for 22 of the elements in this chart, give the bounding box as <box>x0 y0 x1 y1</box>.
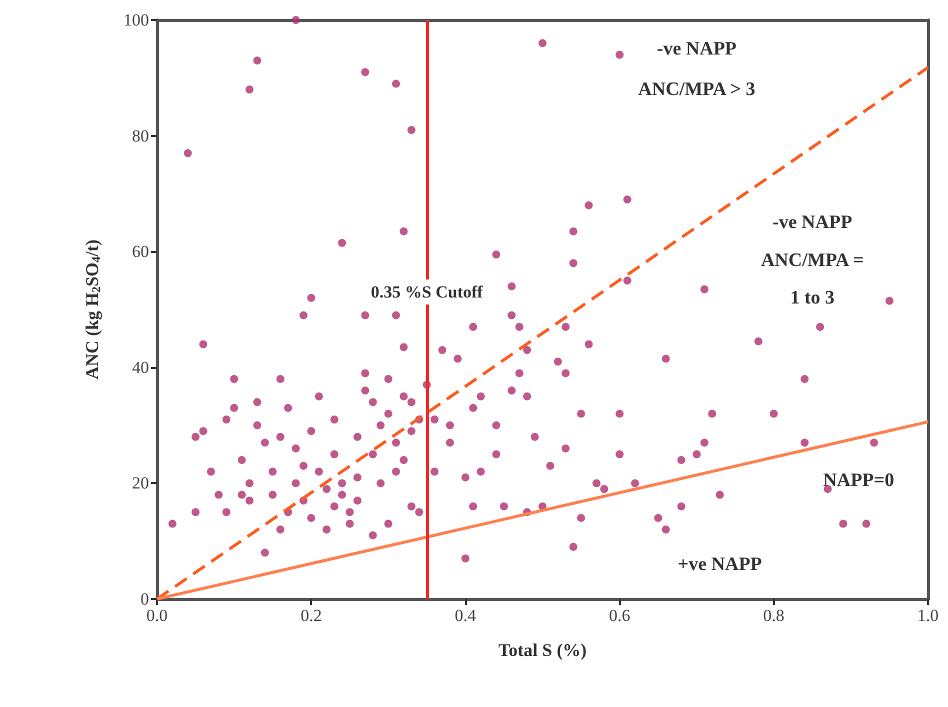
x-tick-label: 0.6 <box>608 606 630 625</box>
annotation: -ve NAPP <box>772 212 853 234</box>
x-tick-label: 0.4 <box>454 606 477 625</box>
y-axis-title: ANC (kg H2SO4/t) <box>82 239 103 380</box>
ref-line-label: 0.35 %S Cutoff <box>370 282 484 302</box>
y-tick-label: 40 <box>132 358 149 377</box>
x-tick-label: 0.2 <box>300 606 322 625</box>
annotation: +ve NAPP <box>678 554 762 575</box>
y-tick-label: 100 <box>124 10 149 30</box>
annotation: ANC/MPA = <box>760 250 864 271</box>
annotation: ANC/MPA > 3 <box>638 78 756 100</box>
annotation: NAPP=0 <box>823 470 894 491</box>
x-tick-label: 1.0 <box>917 606 939 625</box>
y-tick-label: 0 <box>140 590 149 608</box>
x-tick-label: 0.0 <box>146 606 168 625</box>
x-tick-label: 0.8 <box>763 606 784 625</box>
x-axis-title: Total S (%) <box>498 640 587 660</box>
y-tick-label: 20 <box>132 474 149 493</box>
y-tick-label: 60 <box>132 242 149 262</box>
annotation: 1 to 3 <box>790 287 835 308</box>
annotation: -ve NAPP <box>656 38 737 60</box>
y-tick-label: 80 <box>132 126 149 146</box>
